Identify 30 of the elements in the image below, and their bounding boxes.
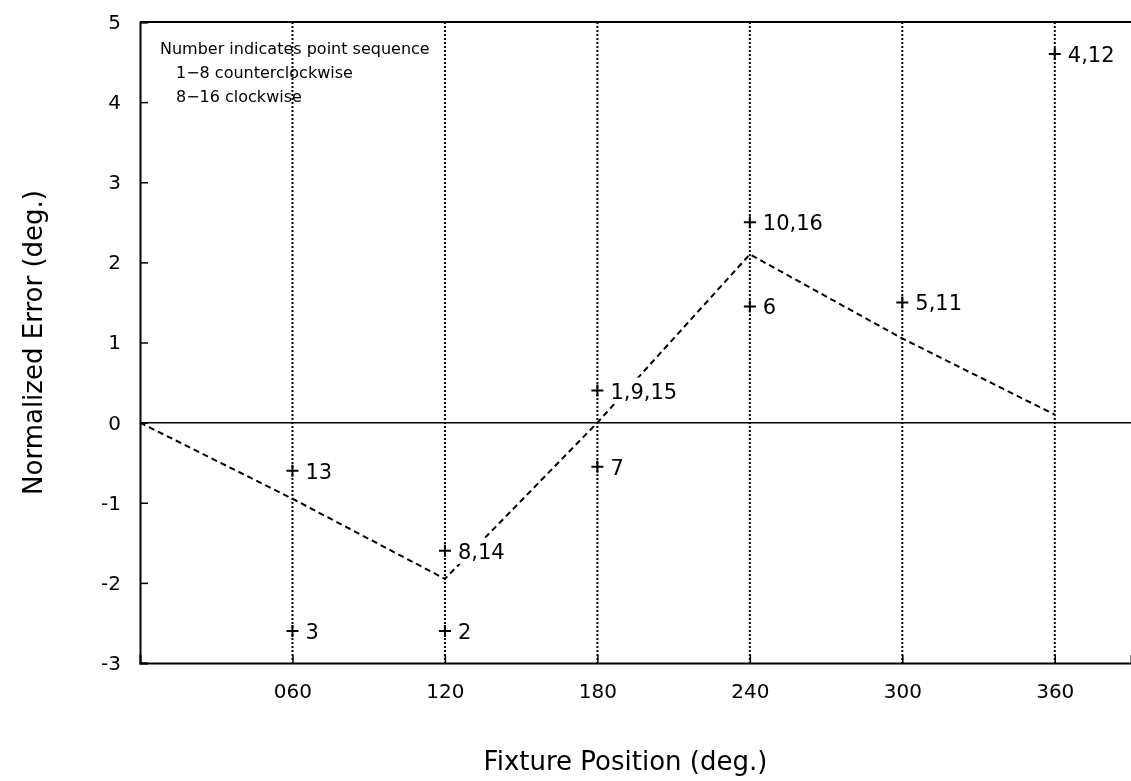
annotation: 1−8 counterclockwise — [176, 63, 353, 82]
x-tick-label: 360 — [1036, 679, 1075, 703]
y-tick-label: -3 — [101, 650, 121, 675]
y-tick-label: 2 — [108, 250, 121, 275]
y-tick-label: 4 — [108, 90, 121, 115]
annotation: 3 — [305, 619, 319, 644]
y-axis-title: Normalized Error (deg.) — [18, 190, 48, 495]
y-tick-label: 3 — [108, 170, 121, 195]
y-tick-label: 5 — [108, 9, 121, 34]
x-tick-label: 120 — [426, 679, 465, 703]
annotation: 10,16 — [762, 211, 823, 236]
y-tick-label: 0 — [108, 410, 121, 435]
annotation: 13 — [305, 459, 333, 484]
y-tick-label: -1 — [101, 490, 121, 515]
annotation: 8,14 — [457, 539, 505, 564]
x-tick-label: 240 — [731, 679, 770, 703]
x-tick-label: 180 — [578, 679, 617, 703]
annotation: 2 — [457, 619, 472, 644]
annotation: 5,11 — [915, 291, 963, 316]
annotation: Number indicates point sequence — [160, 39, 430, 58]
annotation: 6 — [762, 295, 777, 320]
x-tick-label: 060 — [273, 679, 313, 703]
x-tick-label: 300 — [883, 679, 922, 703]
x-axis-title: Fixture Position (deg.) — [483, 746, 768, 776]
y-tick-label: 1 — [108, 330, 121, 355]
annotation: 8−16 clockwise — [176, 87, 302, 106]
annotation: 7 — [610, 455, 624, 480]
annotation: 4,12 — [1067, 43, 1115, 68]
annotation: 1,9,15 — [610, 379, 678, 404]
y-tick-label: -2 — [101, 570, 121, 595]
